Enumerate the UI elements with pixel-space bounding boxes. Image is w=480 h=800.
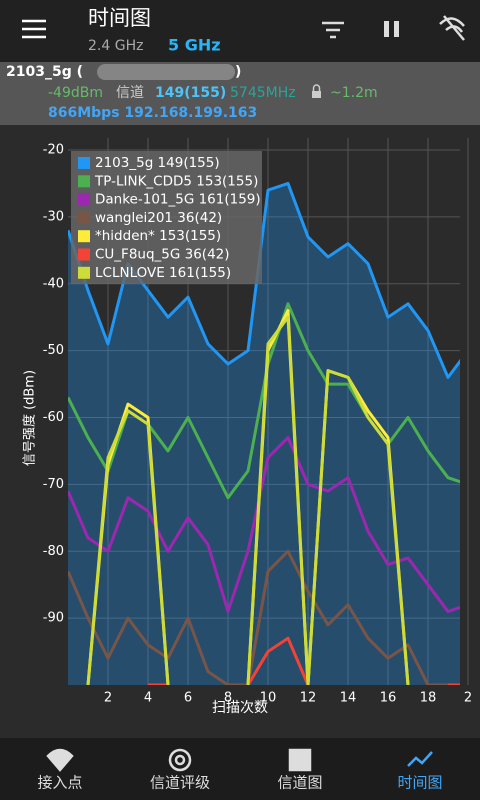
x-tick-label: 10 — [260, 691, 277, 706]
legend-label: 2103_5g 149(155) — [95, 155, 220, 171]
x-tick-label: 16 — [380, 691, 397, 706]
x-tick-label: 8 — [224, 691, 232, 706]
x-tick-label: 18 — [420, 691, 437, 706]
x-tick-label: 4 — [144, 691, 152, 706]
frequency: 5745MHz — [230, 85, 296, 101]
y-tick-label: -90 — [43, 611, 64, 626]
legend-box — [71, 151, 262, 284]
toolbar-title: 时间图 — [88, 6, 151, 30]
x-tick-label: 2 — [104, 691, 112, 706]
y-tick-label: -80 — [43, 544, 64, 559]
series-line — [68, 549, 460, 685]
nav-items: 接入点 信道评级 信道图 时间图 — [37, 748, 443, 792]
y-tick-label: -20 — [43, 143, 64, 158]
legend-label: *hidden* 153(155) — [95, 228, 221, 244]
channel-label: 信道 — [116, 85, 144, 101]
nav-label[interactable]: 时间图 — [397, 774, 442, 792]
legend-label: LCLNLOVE 161(155) — [95, 265, 231, 281]
icon — [174, 754, 186, 766]
legend-swatch — [78, 266, 90, 279]
y-tick-label: -70 — [43, 477, 64, 492]
icon — [46, 748, 74, 772]
nav-label[interactable]: 信道评级 — [150, 774, 210, 792]
legend-label: wanglei201 36(42) — [95, 210, 222, 226]
legend-label: CU_F8uq_5G 36(42) — [95, 247, 230, 263]
legend-swatch — [78, 157, 90, 169]
nav-icon[interactable] — [168, 748, 192, 772]
toolbar — [0, 0, 480, 62]
redacted — [97, 64, 235, 80]
nav-icon[interactable] — [288, 748, 312, 772]
y-axis-label: 信号强度 (dBm) — [22, 370, 38, 466]
menu-icon[interactable] — [22, 19, 46, 39]
x-tick-label: 2 — [464, 691, 472, 706]
legend-label: TP-LINK_CDD5 153(155) — [94, 173, 258, 189]
icon — [407, 751, 433, 767]
signal: -49dBm — [48, 85, 103, 101]
nav-label[interactable]: 信道图 — [277, 774, 322, 792]
y-tick-label: -30 — [43, 209, 64, 224]
x-axis-label: 扫描次数 — [212, 700, 268, 716]
band-tab[interactable]: 5 GHz — [168, 36, 221, 55]
pause-icon[interactable] — [384, 21, 399, 37]
legend-swatch — [78, 211, 90, 224]
nav-label[interactable]: 接入点 — [37, 774, 82, 792]
link-info: 866Mbps 192.168.199.163 — [48, 105, 257, 121]
ssid: 2103_5g ( — [6, 64, 83, 80]
wifi-off-icon[interactable] — [439, 15, 465, 41]
series-line — [86, 315, 410, 685]
x-tick-label: 6 — [184, 691, 192, 706]
legend-swatch — [78, 175, 90, 188]
plot — [68, 181, 460, 685]
lock-icon — [312, 84, 321, 98]
legend-swatch — [78, 193, 90, 206]
filter-icon[interactable] — [322, 21, 344, 39]
band-tab[interactable]: 2.4 GHz — [88, 38, 143, 54]
icon — [288, 748, 312, 772]
ssid: ) — [235, 64, 241, 80]
icon — [168, 748, 192, 772]
y-tick-label: -50 — [43, 343, 64, 358]
y-tick-label: -60 — [43, 410, 64, 425]
nav-icon[interactable] — [46, 748, 74, 772]
channel: 149(155) — [155, 85, 226, 101]
legend-label: Danke-101_5G 161(159) — [95, 192, 261, 208]
info-panel — [0, 62, 480, 125]
y-tick-label: -40 — [43, 276, 64, 291]
x-tick-label: 12 — [300, 691, 317, 706]
nav-icon[interactable] — [407, 751, 433, 767]
chart: -20 -30 -40 -50 -60 -70 -80 -90 2 4 6 8 10 12 14 16 18 2 2… — [43, 138, 472, 706]
legend-swatch — [78, 248, 90, 261]
bottom-nav — [0, 738, 480, 800]
series-line — [68, 436, 460, 613]
series-line — [148, 636, 460, 685]
legend-swatch — [78, 230, 90, 243]
x-tick-label: 14 — [340, 691, 357, 706]
distance: ~1.2m — [330, 85, 378, 101]
